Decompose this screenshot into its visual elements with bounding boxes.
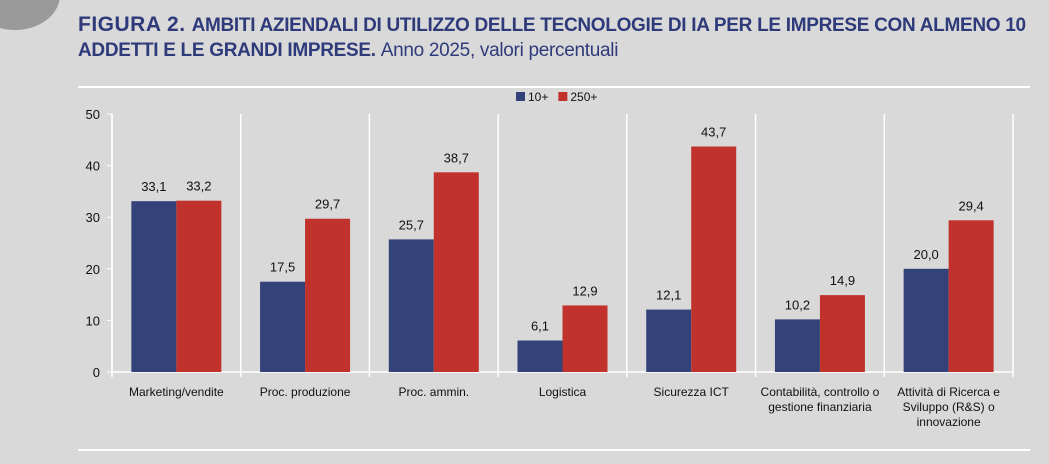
data-label: 29,4 bbox=[958, 198, 983, 213]
bar-250+ bbox=[176, 200, 222, 372]
bar-10+ bbox=[388, 239, 434, 372]
data-label: 38,7 bbox=[444, 150, 469, 165]
x-tick-label: Contabilità, controllo o bbox=[761, 385, 880, 399]
legend-swatch bbox=[558, 92, 568, 101]
bar-250+ bbox=[948, 220, 994, 372]
y-tick-label: 40 bbox=[86, 159, 100, 174]
y-tick-label: 0 bbox=[93, 365, 100, 380]
data-label: 20,0 bbox=[913, 247, 938, 262]
bar-250+ bbox=[433, 172, 479, 372]
figure-label: FIGURA 2. bbox=[78, 13, 186, 36]
y-tick-label: 50 bbox=[86, 107, 100, 122]
x-tick-label: Attività di Ricerca e bbox=[897, 385, 1000, 399]
y-tick-label: 10 bbox=[86, 313, 100, 328]
data-label: 33,1 bbox=[141, 179, 166, 194]
legend-label: 10+ bbox=[528, 90, 548, 104]
x-tick-label: Proc. produzione bbox=[260, 385, 351, 399]
x-tick-label: innovazione bbox=[917, 415, 981, 429]
x-tick-label: Logistica bbox=[539, 385, 587, 399]
x-tick-label: Sicurezza ICT bbox=[654, 385, 730, 399]
title-sub: Anno 2025, valori percentuali bbox=[380, 40, 619, 61]
bar-10+ bbox=[646, 309, 692, 372]
data-label: 6,1 bbox=[531, 319, 549, 334]
bar-10+ bbox=[260, 281, 306, 372]
data-label: 14,9 bbox=[830, 273, 855, 288]
chart-title: FIGURA 2. AMBITI AZIENDALI DI UTILIZZO DE… bbox=[78, 12, 1049, 63]
data-label: 29,7 bbox=[315, 197, 340, 212]
data-label: 12,1 bbox=[656, 288, 681, 303]
bar-250+ bbox=[305, 218, 351, 372]
data-label: 12,9 bbox=[572, 283, 597, 298]
data-label: 43,7 bbox=[701, 125, 726, 140]
data-label: 10,2 bbox=[785, 297, 810, 312]
x-tick-label: Sviluppo (R&S) o bbox=[903, 400, 995, 414]
bar-10+ bbox=[131, 201, 177, 372]
bar-10+ bbox=[903, 268, 949, 372]
x-tick-label: gestione finanziaria bbox=[768, 400, 872, 414]
data-label: 25,7 bbox=[399, 217, 424, 232]
bar-250+ bbox=[562, 305, 608, 372]
bar-10+ bbox=[517, 340, 563, 372]
bar-10+ bbox=[774, 319, 820, 372]
y-tick-label: 30 bbox=[86, 210, 100, 225]
y-tick-label: 20 bbox=[86, 262, 100, 277]
bar-250+ bbox=[819, 295, 865, 372]
data-label: 33,2 bbox=[186, 179, 211, 194]
legend-swatch bbox=[516, 92, 525, 101]
title-main: AMBITI AZIENDALI DI UTILIZZO DELLE TECNO… bbox=[78, 15, 1026, 61]
x-tick-label: Marketing/vendite bbox=[129, 385, 224, 399]
bar-250+ bbox=[691, 146, 737, 372]
data-label: 17,5 bbox=[270, 260, 295, 275]
x-tick-label: Proc. ammin. bbox=[398, 385, 469, 399]
legend-label: 250+ bbox=[570, 90, 597, 104]
